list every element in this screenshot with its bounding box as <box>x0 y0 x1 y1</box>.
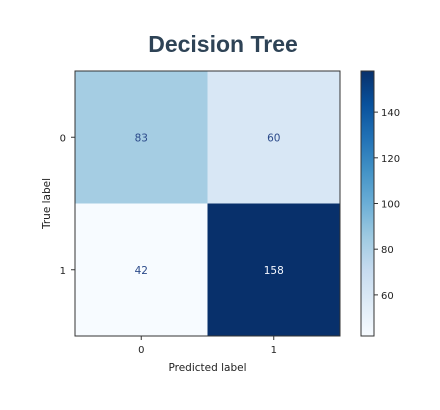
x-tick-label-0: 0 <box>138 345 144 356</box>
heatmap-cell-r0-c1 <box>207 71 340 204</box>
cell-value-r1-c0: 42 <box>135 265 148 277</box>
heatmap-cell-r1-c1 <box>207 203 340 336</box>
x-tick-label-1: 1 <box>271 345 277 356</box>
heatmap-cell-labels: 83 60 42 158 <box>135 132 284 277</box>
colorbar-tick-label-2: 100 <box>381 200 400 211</box>
y-axis-label: True label <box>41 178 53 230</box>
y-tick-label-0: 0 <box>60 133 66 144</box>
cell-value-r0-c0: 83 <box>135 132 148 144</box>
heatmap-cell-r0-c0 <box>75 71 208 204</box>
x-axis-label: Predicted label <box>168 362 246 374</box>
colorbar <box>360 70 375 337</box>
plot-frame <box>74 70 341 337</box>
y-tick-label-1: 1 <box>60 266 66 277</box>
y-axis-ticks: 01 <box>60 133 75 277</box>
cell-value-r1-c1: 158 <box>264 265 284 277</box>
cell-value-r0-c1: 60 <box>267 132 280 144</box>
heatmap-cells <box>75 71 340 336</box>
colorbar-tick-label-0: 60 <box>381 291 394 302</box>
chart-title: Decision Tree <box>148 31 298 57</box>
colorbar-tick-label-4: 140 <box>381 108 400 119</box>
colorbar-tick-label-3: 120 <box>381 154 400 165</box>
colorbar-tick-label-1: 80 <box>381 245 394 256</box>
colorbar-ticks: 60 80 100 120 140 <box>374 108 400 302</box>
heatmap-cell-r1-c0 <box>75 203 208 336</box>
